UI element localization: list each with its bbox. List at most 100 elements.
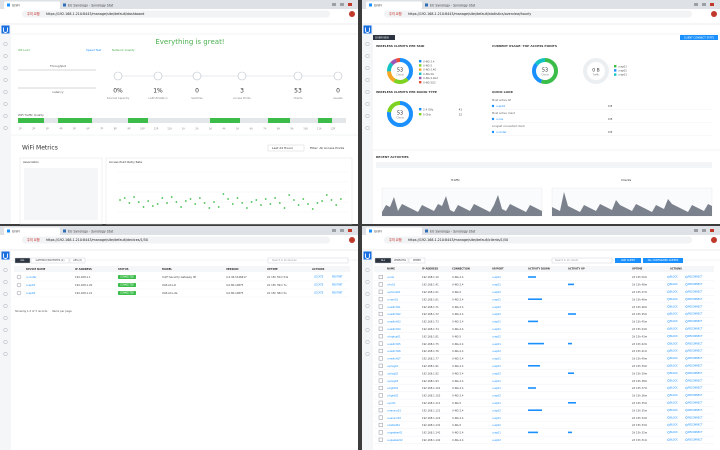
dropdown-label[interactable]: OVERVIEW xyxy=(375,36,389,40)
nav-icon[interactable] xyxy=(365,89,370,95)
row-action[interactable]: BLOCK xyxy=(670,298,678,301)
url[interactable]: https://192.168.1.210:8443/manage/site/d… xyxy=(46,238,148,242)
cell[interactable]: u-pc01 xyxy=(387,401,396,405)
filter-label[interactable]: WIRELESS xyxy=(394,259,407,262)
row-action[interactable]: LOCATE xyxy=(314,292,324,295)
cell[interactable]: u-ap01 xyxy=(492,386,501,390)
url[interactable]: https://192.168.1.210:8443/manage/site/d… xyxy=(408,238,508,242)
row-action[interactable]: RECONNECT xyxy=(688,276,703,279)
nav-icon[interactable] xyxy=(3,113,8,119)
row-action[interactable]: RECONNECT xyxy=(688,372,703,375)
row-action[interactable]: RECONNECT xyxy=(688,342,703,345)
cell[interactable]: u-laptop01 xyxy=(387,334,401,338)
cell[interactable]: u-tv01 xyxy=(387,283,396,287)
nav-icon[interactable] xyxy=(365,339,370,345)
cell[interactable]: u-ap02 xyxy=(492,305,501,309)
row-action[interactable]: BLOCK xyxy=(670,372,678,375)
nav-icon[interactable] xyxy=(365,267,370,273)
row-action[interactable]: RECONNECT xyxy=(688,350,703,353)
cell[interactable]: u-light01 xyxy=(387,386,399,390)
row-action[interactable]: BLOCK xyxy=(670,379,678,382)
search-placeholder[interactable]: Search in all clients xyxy=(555,259,579,262)
cell[interactable]: u-switch04 xyxy=(387,327,401,331)
filter[interactable]: Filter: All Access Points xyxy=(310,146,345,150)
nav-icon[interactable] xyxy=(365,41,370,47)
cell[interactable]: u-ap02 xyxy=(492,438,501,442)
cell[interactable]: u-ap01 xyxy=(492,342,501,346)
cell[interactable]: u-ap01 xyxy=(492,364,501,368)
tab-title[interactable]: UniFi xyxy=(12,230,20,234)
row-action[interactable]: BLOCK xyxy=(670,335,678,338)
row-action[interactable]: RECONNECT xyxy=(688,431,703,434)
row-action[interactable]: LOCATE xyxy=(314,276,324,279)
cell[interactable]: u-ap02 xyxy=(492,423,501,427)
quick-name[interactable]: u-router xyxy=(496,130,507,134)
button-label[interactable]: ADD CLIENT xyxy=(621,259,636,262)
row-action[interactable]: RECONNECT xyxy=(688,320,703,323)
cell[interactable]: u-ap01 xyxy=(492,416,501,420)
nav-icon[interactable] xyxy=(3,125,8,131)
cell[interactable]: u-ap02 xyxy=(492,290,501,294)
search-placeholder[interactable]: Search in all devices xyxy=(272,259,297,262)
cell[interactable]: u-ap01 xyxy=(492,283,501,287)
cell[interactable]: u-ap02 xyxy=(492,394,501,398)
cell[interactable]: u-light02 xyxy=(387,394,399,398)
cell[interactable]: u-plug02 xyxy=(387,371,399,375)
nav-icon[interactable] xyxy=(365,279,370,285)
cell[interactable]: u-ap02 xyxy=(26,291,35,295)
cell[interactable]: u-ap01 xyxy=(492,297,501,301)
row-action[interactable]: RECONNECT xyxy=(688,439,703,442)
row-action[interactable]: RECONNECT xyxy=(688,365,703,368)
tab-title[interactable]: EU Synology - Synology Stat xyxy=(68,4,114,8)
nav-icon[interactable] xyxy=(3,339,8,345)
row-action[interactable]: RECONNECT xyxy=(688,283,703,286)
tab-title[interactable]: EU Synology - Synology Stat xyxy=(430,230,476,234)
row-action[interactable]: RECONNECT xyxy=(688,291,703,294)
nav-icon[interactable] xyxy=(365,351,370,357)
tab-title[interactable]: UniFi xyxy=(12,4,20,8)
row-action[interactable]: BLOCK xyxy=(670,409,678,412)
nav-icon[interactable] xyxy=(365,65,370,71)
row-action[interactable]: RECONNECT xyxy=(688,402,703,405)
button-label[interactable]: ALL CONFIGURED CLIENTS xyxy=(648,259,679,262)
nav-icon[interactable] xyxy=(3,65,8,71)
cell[interactable]: u-ap01 xyxy=(492,379,501,383)
row-action[interactable]: BLOCK xyxy=(670,283,678,286)
url[interactable]: https://192.168.1.210:8443/manage/site/d… xyxy=(46,12,144,16)
tab-title[interactable]: UniFi xyxy=(374,230,382,234)
row-action[interactable]: RECONNECT xyxy=(688,328,703,331)
row-action[interactable]: RECONNECT xyxy=(688,416,703,419)
nav-icon[interactable] xyxy=(365,291,370,297)
filter-label[interactable]: ALL xyxy=(20,259,25,262)
nav-icon[interactable] xyxy=(3,351,8,357)
row-action[interactable]: BLOCK xyxy=(670,320,678,323)
cell[interactable]: u-ap02 xyxy=(492,334,501,338)
row-action[interactable]: RECONNECT xyxy=(688,313,703,316)
cell[interactable]: u-switch03 xyxy=(387,320,401,324)
cell[interactable]: u-ap01 xyxy=(492,320,501,324)
nav-icon[interactable] xyxy=(365,101,370,107)
row-action[interactable]: BLOCK xyxy=(670,402,678,405)
nav-icon[interactable] xyxy=(3,77,8,83)
url[interactable]: https://192.168.1.210:8443/manage/site/d… xyxy=(408,12,531,16)
cell[interactable]: u-sensor02 xyxy=(387,416,401,420)
dropdown-label[interactable]: Last 24 Hours xyxy=(272,146,293,150)
cell[interactable]: u-ap01 xyxy=(492,431,501,435)
cell[interactable]: u-ap02 xyxy=(492,312,501,316)
tab-title[interactable]: UniFi xyxy=(374,4,382,8)
filter-label[interactable]: GATEWAY/SWITCHES (1) xyxy=(36,259,65,262)
cell[interactable]: u-ap02 xyxy=(492,371,501,375)
row-action[interactable]: BLOCK xyxy=(670,313,678,316)
row-action[interactable]: BLOCK xyxy=(670,291,678,294)
cell[interactable]: u-switch02 xyxy=(387,312,401,316)
row-action[interactable]: RECONNECT xyxy=(688,305,703,308)
row-action[interactable]: BLOCK xyxy=(670,328,678,331)
row-action[interactable]: RECONNECT xyxy=(688,387,703,390)
row-action[interactable]: BLOCK xyxy=(670,305,678,308)
nav-icon[interactable] xyxy=(3,53,8,59)
button-label[interactable]: CLIENT CONNECT STATS xyxy=(684,36,715,40)
cell[interactable]: u-ap01 xyxy=(492,401,501,405)
filter-label[interactable]: WIRED xyxy=(413,259,421,262)
row-action[interactable]: BLOCK xyxy=(670,342,678,345)
row-action[interactable]: BLOCK xyxy=(670,357,678,360)
